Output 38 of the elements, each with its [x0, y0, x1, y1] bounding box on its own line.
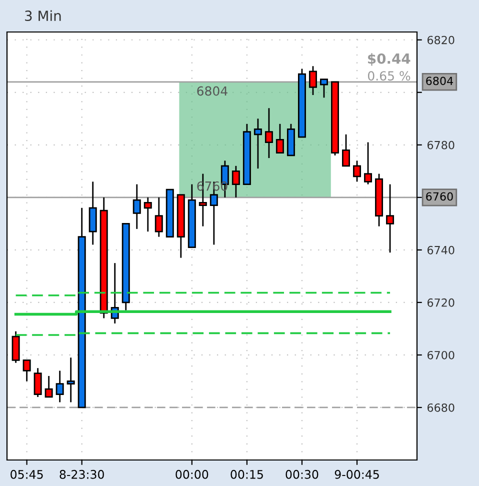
candlestick — [308, 65, 317, 96]
candlestick — [320, 78, 328, 98]
y-tick-label: 6680 — [428, 403, 454, 412]
x-tick-label: 9-00:45 — [334, 470, 379, 479]
annotation: 0.65 % — [368, 71, 410, 81]
candlestick — [154, 196, 163, 238]
candlestick — [342, 134, 350, 167]
annotation: $0.44 — [368, 53, 410, 66]
y-tick-label: 6700 — [428, 350, 454, 360]
candlestick — [44, 375, 53, 398]
ref-line-label: 6760 — [426, 192, 453, 201]
candlestick — [56, 370, 64, 403]
y-tick-label: 6820 — [428, 36, 454, 44]
candlestick — [254, 118, 262, 170]
x-tick-label: 8-23:30 — [60, 470, 104, 479]
candlestick — [386, 184, 394, 254]
candlestick — [88, 180, 97, 246]
y-tick-label: 6720 — [428, 298, 454, 307]
candlestick — [22, 360, 31, 382]
candlestick — [34, 367, 42, 398]
x-tick-label: 00:30 — [286, 470, 318, 479]
x-tick-label: 00:00 — [176, 470, 208, 479]
ref-line-label: 6804 — [426, 76, 453, 86]
x-tick-label: 00:15 — [230, 470, 263, 479]
candlestick — [66, 356, 75, 403]
candlestick — [12, 330, 20, 364]
candlestick — [132, 184, 141, 230]
y-tick-label: 6780 — [428, 140, 454, 150]
candlestick — [144, 196, 152, 232]
annotation: 6804 — [197, 86, 228, 96]
candlestick — [276, 123, 284, 154]
candlestick — [264, 107, 273, 159]
candlestick — [353, 160, 362, 182]
candlestick — [364, 142, 372, 185]
x-tick-label: 05:45 — [10, 470, 43, 479]
candlestick — [232, 165, 240, 198]
chart-title: 3 Min — [25, 10, 61, 22]
y-tick-label: 6740 — [428, 246, 454, 254]
